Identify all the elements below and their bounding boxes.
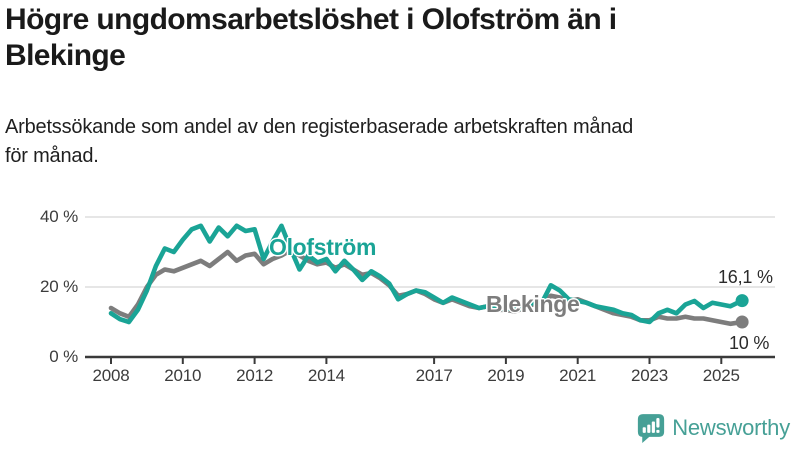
x-axis-tick-label: 2019 xyxy=(487,366,525,385)
chart-subtitle-line2: för månad. xyxy=(5,144,99,167)
x-axis-tick-label: 2017 xyxy=(415,366,453,385)
x-axis-tick-label: 2021 xyxy=(559,366,597,385)
series-label-olofstrom: Olofström xyxy=(269,234,377,260)
x-axis-tick-label: 2010 xyxy=(164,366,202,385)
x-axis-tick-label: 2023 xyxy=(630,366,669,385)
end-dot-blekinge xyxy=(735,315,749,329)
series-label-blekinge: Blekinge xyxy=(486,291,580,317)
page-title: Högre ungdomsarbetslöshet i Olofström än… xyxy=(5,2,785,74)
y-axis-tick-label: 0 % xyxy=(49,347,78,366)
end-value-label-olofstrom: 16,1 % xyxy=(718,267,773,287)
x-axis-tick-label: 2008 xyxy=(92,366,130,385)
newsworthy-logo[interactable]: Newsworthy xyxy=(637,412,790,444)
data-line-olofström xyxy=(108,223,745,325)
y-axis-tick-label: 20 % xyxy=(40,277,78,296)
page-title-line1: Högre ungdomsarbetslöshet i Olofström än… xyxy=(5,3,617,36)
x-axis-tick-label: 2025 xyxy=(702,366,740,385)
x-axis-tick-label: 2012 xyxy=(236,366,274,385)
page-title-line2: Blekinge xyxy=(5,39,126,72)
end-dot-olofström xyxy=(735,294,749,308)
chart-subtitle: Arbetssökande som andel av den registerb… xyxy=(5,113,785,170)
x-axis-tick-label: 2014 xyxy=(307,366,345,385)
newsworthy-icon xyxy=(638,413,665,443)
newsworthy-wordmark: Newsworthy xyxy=(672,415,790,440)
end-value-label-blekinge: 10 % xyxy=(729,333,770,353)
y-axis-tick-label: 40 % xyxy=(40,207,78,226)
chart-subtitle-line1: Arbetssökande som andel av den registerb… xyxy=(5,116,634,138)
